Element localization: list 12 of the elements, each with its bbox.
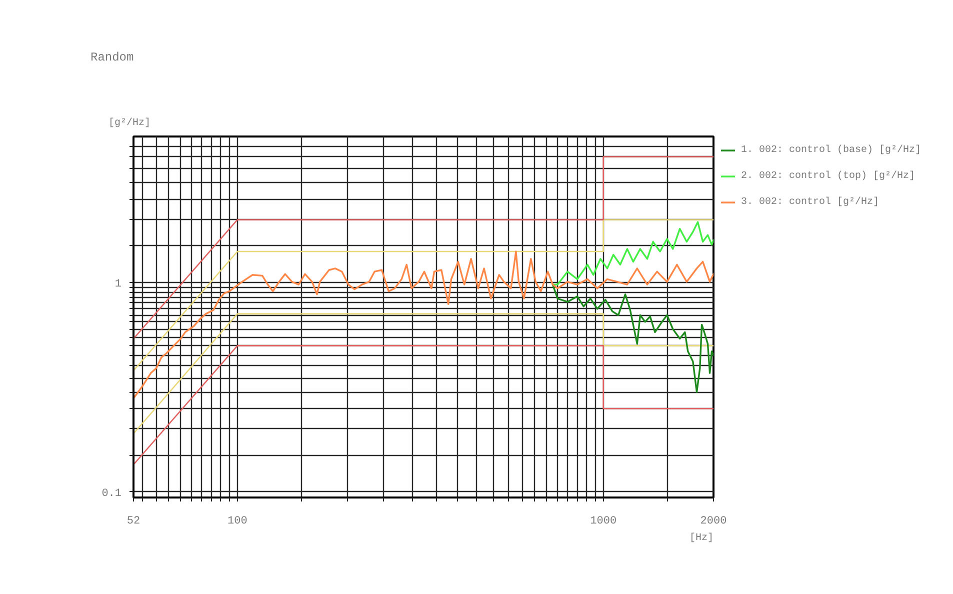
x-tick-label: 2000 (700, 516, 727, 528)
x-axis-title: [Hz] (689, 532, 714, 544)
x-tick-label: 1000 (590, 516, 617, 528)
legend-label: 2. 002: control (top) [g²/Hz] (741, 170, 916, 182)
x-tick-label: 100 (228, 516, 248, 528)
y-axis-title: [g²/Hz] (108, 117, 151, 129)
x-tick-label: 52 (126, 516, 140, 528)
y-tick-label: 0.1 (102, 488, 122, 500)
legend-label: 1. 002: control (base) [g²/Hz] (741, 144, 922, 156)
y-tick-label: 1 (114, 278, 122, 291)
legend-label: 3. 002: control [g²/Hz] (741, 196, 880, 208)
chart-title: Random (90, 50, 134, 64)
